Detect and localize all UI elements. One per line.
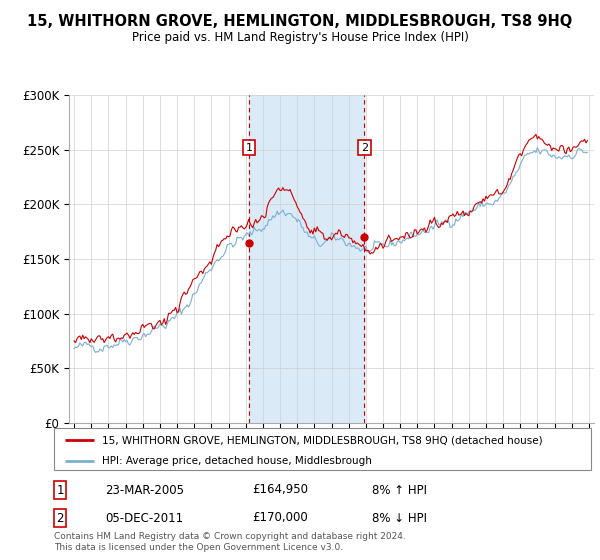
Text: 2: 2: [361, 143, 368, 153]
Text: 8% ↓ HPI: 8% ↓ HPI: [372, 511, 427, 525]
Text: Contains HM Land Registry data © Crown copyright and database right 2024.
This d: Contains HM Land Registry data © Crown c…: [54, 532, 406, 552]
Text: 05-DEC-2011: 05-DEC-2011: [105, 511, 183, 525]
Text: 1: 1: [245, 143, 253, 153]
Bar: [249, 95, 364, 423]
Text: 1: 1: [56, 483, 64, 497]
Text: 15, WHITHORN GROVE, HEMLINGTON, MIDDLESBROUGH, TS8 9HQ: 15, WHITHORN GROVE, HEMLINGTON, MIDDLESB…: [28, 14, 572, 29]
Text: 8% ↑ HPI: 8% ↑ HPI: [372, 483, 427, 497]
Text: £170,000: £170,000: [252, 511, 308, 525]
Text: HPI: Average price, detached house, Middlesbrough: HPI: Average price, detached house, Midd…: [103, 456, 372, 466]
Text: 2: 2: [56, 511, 64, 525]
Text: 15, WHITHORN GROVE, HEMLINGTON, MIDDLESBROUGH, TS8 9HQ (detached house): 15, WHITHORN GROVE, HEMLINGTON, MIDDLESB…: [103, 435, 543, 445]
Text: £164,950: £164,950: [252, 483, 308, 497]
Text: Price paid vs. HM Land Registry's House Price Index (HPI): Price paid vs. HM Land Registry's House …: [131, 31, 469, 44]
Text: 23-MAR-2005: 23-MAR-2005: [105, 483, 184, 497]
